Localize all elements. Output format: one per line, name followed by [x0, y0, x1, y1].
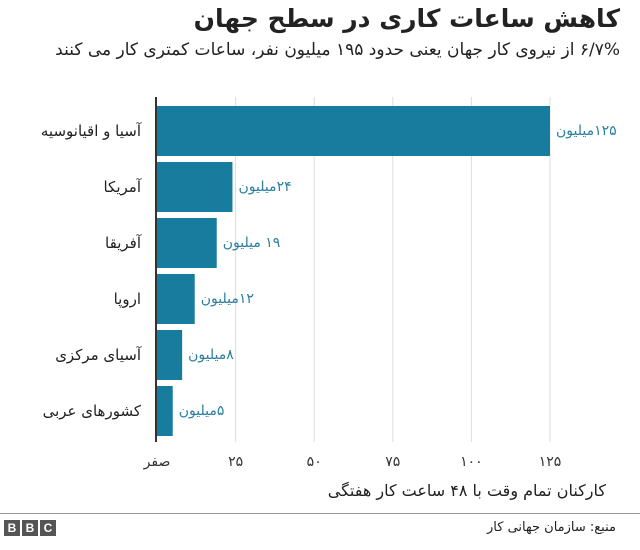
chart-subtitle: ۶/۷% از نیروی کار جهان یعنی حدود ۱۹۵ میل… [55, 40, 620, 60]
x-tick-label: ۱۰۰ [460, 454, 483, 470]
category-label: آفریقا [105, 234, 141, 252]
bar [157, 106, 550, 156]
source-note: منبع: سازمان جهانی کار [487, 520, 616, 535]
data-label: ۱۹ میلیون [222, 235, 281, 251]
x-tick-label: ۷۵ [385, 454, 400, 470]
category-label: آسیا و اقیانوسیه [40, 122, 141, 140]
x-tick-label: ۵۰ [307, 454, 322, 470]
bar [157, 274, 195, 324]
x-tick-label: ۲۵ [228, 454, 243, 470]
category-label: آسیای مرکزی [55, 346, 141, 364]
bar [157, 218, 217, 268]
bar [157, 330, 183, 380]
bar [157, 162, 233, 212]
category-label: کشورهای عربی [42, 402, 141, 420]
data-label: ۱۲میلیون [200, 291, 254, 307]
chart-title: کاهش ساعات کاری در سطح جهان [193, 4, 620, 33]
x-tick-label: صفر [143, 454, 171, 470]
category-label: آمریکا [103, 178, 141, 196]
bar [157, 386, 173, 436]
bar-chart: صفر ۲۵ ۵۰ ۷۵ ۱۰۰ ۱۲۵ [143, 97, 562, 470]
category-label: اروپا [113, 290, 141, 308]
data-label: ۸میلیون [188, 347, 234, 363]
footer-divider [0, 513, 640, 514]
x-axis-label: کارکنان تمام وقت با ۴۸ ساعت کار هفتگی [327, 481, 606, 500]
data-label: ۲۴میلیون [238, 179, 292, 195]
data-label: ۱۲۵میلیون [556, 123, 617, 139]
x-tick-label: ۱۲۵ [539, 454, 562, 470]
data-label: ۵میلیون [178, 403, 225, 419]
